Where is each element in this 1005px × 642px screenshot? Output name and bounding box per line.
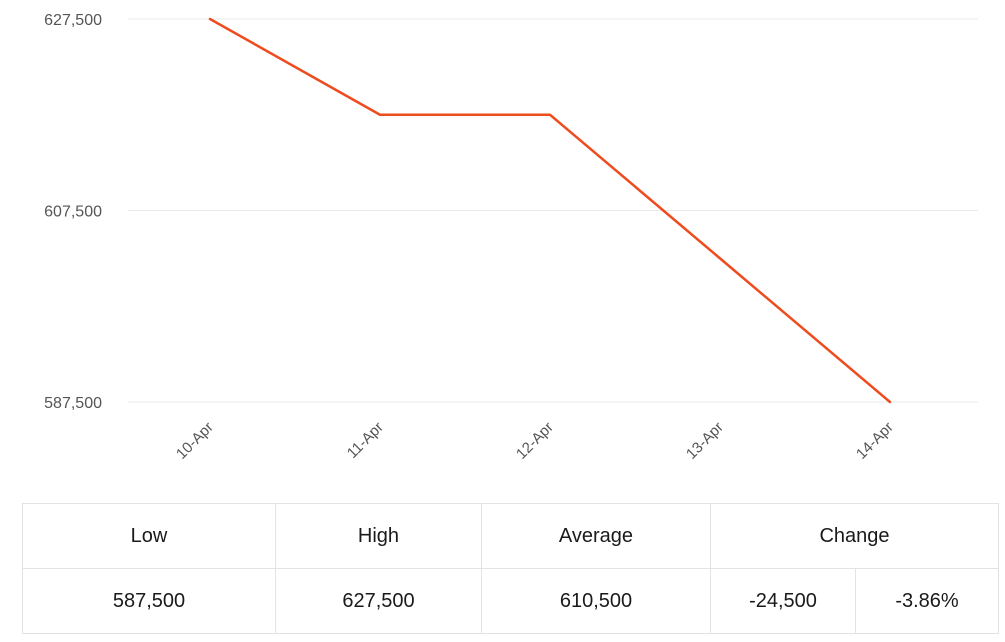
low-header: Low xyxy=(22,503,276,569)
grid-layer xyxy=(128,18,978,403)
x-tick-label: 12-Apr xyxy=(513,419,557,463)
low-value: 587,500 xyxy=(22,568,276,634)
change-header: Change xyxy=(710,503,999,569)
price-stats-table: Low High Average Change 587,500 627,500 … xyxy=(22,503,999,634)
y-tick-label: 627,500 xyxy=(44,12,102,29)
change-percent-value: -3.86% xyxy=(855,568,999,634)
stats-header-row: Low High Average Change xyxy=(22,503,999,569)
series-layer xyxy=(208,17,892,404)
chart-svg: 627,500 607,500 587,500 10-Apr 11-Apr 12-Apr… xyxy=(44,12,978,463)
price-chart: 627,500 607,500 587,500 10-Apr 11-Apr 12-Apr… xyxy=(44,12,978,463)
change-absolute-value: -24,500 xyxy=(710,568,856,634)
x-tick-label: 13-Apr xyxy=(683,419,727,463)
y-axis-ticks: 627,500 607,500 587,500 xyxy=(44,12,102,412)
y-tick-label: 587,500 xyxy=(44,395,102,412)
price-series-line xyxy=(208,17,892,404)
high-header: High xyxy=(275,503,482,569)
y-tick-label: 607,500 xyxy=(44,204,102,221)
x-tick-label: 11-Apr xyxy=(344,419,387,462)
x-tick-label: 10-Apr xyxy=(173,419,217,463)
stats-value-row: 587,500 627,500 610,500 -24,500 -3.86% xyxy=(22,568,999,634)
x-tick-label: 14-Apr xyxy=(853,419,897,463)
high-value: 627,500 xyxy=(275,568,482,634)
average-header: Average xyxy=(481,503,711,569)
x-axis-ticks: 10-Apr 11-Apr 12-Apr 13-Apr 14-Apr xyxy=(173,419,897,463)
average-value: 610,500 xyxy=(481,568,711,634)
